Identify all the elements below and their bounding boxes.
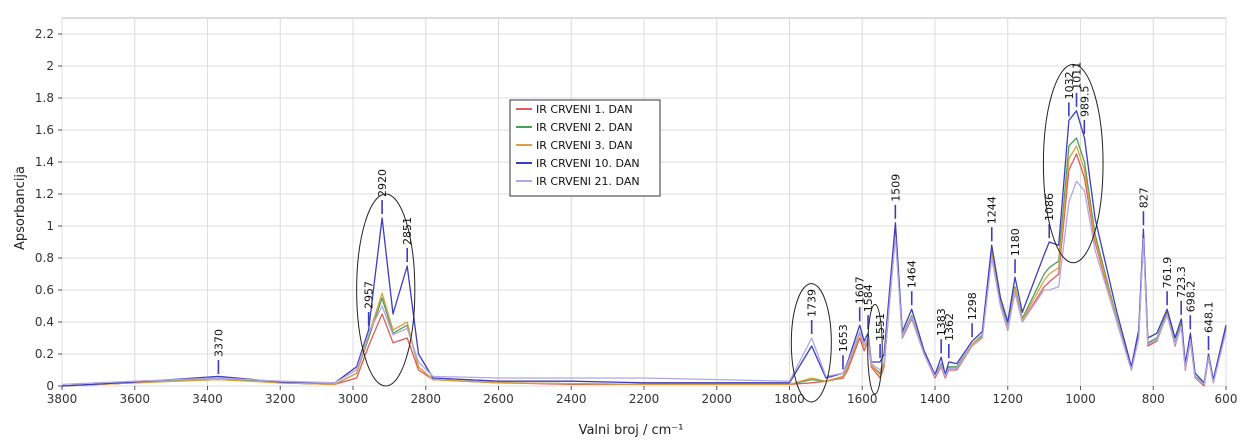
peak-label: 1086: [1043, 193, 1056, 221]
y-tick-label: 1.4: [35, 155, 54, 169]
x-tick-label: 600: [1215, 392, 1238, 406]
peak-label: 1011: [1070, 62, 1083, 90]
highlight-ellipse: [356, 193, 416, 387]
highlight-ellipse: [1042, 63, 1104, 264]
legend-label-2: IR CRVENI 2. DAN: [536, 121, 633, 134]
x-tick-label: 3600: [119, 392, 150, 406]
highlight-ellipse: [867, 303, 883, 395]
y-tick-label: 0.4: [35, 315, 54, 329]
peak-label: 2957: [363, 281, 376, 309]
x-tick-label: 1800: [774, 392, 805, 406]
legend-label-1: IR CRVENI 1. DAN: [536, 103, 633, 116]
y-tick-label: 0.8: [35, 251, 54, 265]
peak-label: 1739: [806, 289, 819, 317]
peak-label: 989.5: [1078, 86, 1091, 118]
peak-label: 1298: [966, 292, 979, 320]
peak-label: 1607: [854, 276, 867, 304]
y-tick-label: 1.8: [35, 91, 54, 105]
peak-label: 698.2: [1184, 281, 1197, 313]
legend-label-3: IR CRVENI 3. DAN: [536, 139, 633, 152]
grid: [61, 17, 1227, 387]
peak-label: 827: [1137, 187, 1150, 208]
peak-label: 1653: [837, 324, 850, 352]
x-tick-label: 1200: [992, 392, 1023, 406]
peak-label: 723.3: [1175, 266, 1188, 298]
highlight-ellipse: [790, 283, 832, 403]
x-axis-label: Valni broj / cm⁻¹: [579, 423, 684, 438]
x-tick-label: 3200: [265, 392, 296, 406]
peak-label: 1383: [935, 308, 948, 336]
x-tick-label: 2600: [483, 392, 514, 406]
peak-label: 2920: [376, 169, 389, 197]
peak-label: 3370: [212, 329, 225, 357]
x-tick-label: 1000: [1065, 392, 1096, 406]
series-lines: [61, 110, 1227, 387]
legend-label-4: IR CRVENI 10. DAN: [536, 157, 640, 170]
y-tick-label: 1.6: [35, 123, 54, 137]
peak-label: 2851: [401, 217, 414, 245]
y-tick-label: 2: [46, 59, 54, 73]
x-tick-label: 3000: [338, 392, 369, 406]
x-tick-label: 2800: [410, 392, 441, 406]
x-tick-label: 800: [1142, 392, 1165, 406]
peak-label: 1551: [874, 313, 887, 341]
peak-label: 761.9: [1161, 257, 1174, 289]
x-tick-label: 1400: [920, 392, 951, 406]
series-line-5: [61, 180, 1227, 386]
x-tick-label: 2000: [701, 392, 732, 406]
peak-label: 1362: [943, 313, 956, 341]
peak-label: 1244: [986, 196, 999, 224]
y-tick-label: 0.2: [35, 347, 54, 361]
legend: IR CRVENI 1. DAN IR CRVENI 2. DAN IR CRVEN…: [509, 99, 661, 197]
y-tick-label: 0.6: [35, 283, 54, 297]
peak-label: 1180: [1009, 228, 1022, 256]
y-tick-label: 2.2: [35, 27, 54, 41]
peak-label: 648.1: [1203, 302, 1216, 334]
x-tick-label: 2400: [556, 392, 587, 406]
x-tick-label: 3400: [192, 392, 223, 406]
axes: 3800 3600 3400 3200 3000 2800 2600 2400 2200 2000…: [35, 27, 1238, 406]
legend-box: [509, 99, 661, 197]
x-tick-label: 2200: [629, 392, 660, 406]
peak-label: 1032: [1063, 71, 1076, 99]
y-tick-label: 1: [46, 219, 54, 233]
peak-label: 1509: [889, 174, 902, 202]
legend-label-5: IR CRVENI 21. DAN: [536, 175, 640, 188]
x-tick-label: 1600: [847, 392, 878, 406]
y-tick-label: 1.2: [35, 187, 54, 201]
y-tick-label: 0: [46, 379, 54, 393]
peak-label: 1584: [862, 284, 875, 312]
highlight-ellipses: [356, 63, 1104, 403]
x-tick-label: 3800: [47, 392, 78, 406]
y-axis-label: Apsorbancija: [13, 166, 28, 250]
peak-label: 1464: [906, 260, 919, 288]
